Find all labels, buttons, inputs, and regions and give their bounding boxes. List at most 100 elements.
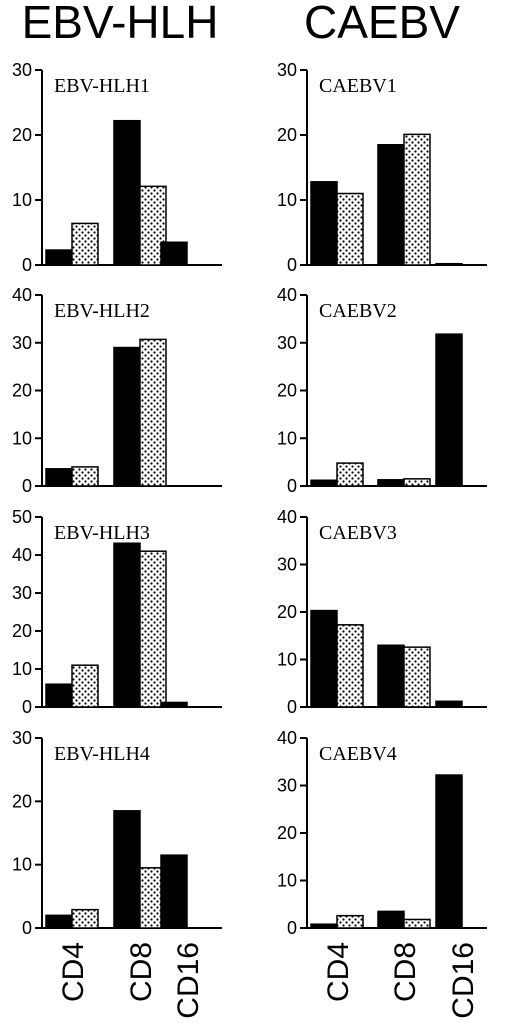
y-tick-label: 30	[277, 555, 297, 575]
bar-solid-cd8	[113, 542, 141, 708]
bar-solid-cd16	[435, 333, 463, 487]
y-tick-label: 20	[277, 381, 297, 401]
y-tick-label: 40	[12, 285, 32, 305]
y-tick-label: 10	[12, 855, 32, 875]
bar-solid-cd4	[310, 923, 338, 929]
y-tick-label: 30	[12, 60, 32, 80]
y-tick-label: 10	[277, 650, 297, 670]
y-tick-label: 10	[12, 190, 32, 210]
bar-dotted-cd4	[336, 462, 364, 487]
bar-dotted-cd8	[139, 338, 167, 487]
bar-solid-cd16	[435, 774, 463, 929]
bar-solid-cd4	[310, 609, 338, 708]
y-tick-label: 10	[277, 871, 297, 891]
panel-caebv3: 0 10 20 30 40 CAEBV3	[277, 507, 487, 717]
x-category-labels: CD4 CD8 CD16 CD4 CD8 CD16	[57, 942, 480, 1019]
y-tick-label: 10	[277, 428, 297, 448]
bar-solid-cd4	[45, 914, 73, 929]
bar-dotted-cd4	[71, 664, 99, 708]
panel-ebv-hlh3: 0 10 20 30 40 50 EBV-HLH3	[12, 507, 222, 717]
y-tick-label: 0	[22, 476, 32, 496]
y-tick-label: 20	[12, 125, 32, 145]
panel-label-caebv3: CAEBV3	[319, 522, 397, 544]
y-tick-label: 0	[287, 255, 297, 275]
x-label-cd4: CD4	[57, 942, 90, 1002]
y-tick-label: 40	[277, 285, 297, 305]
bar-solid-cd8	[377, 910, 405, 929]
y-tick-label: 20	[12, 381, 32, 401]
bar-dotted-cd4	[336, 914, 364, 929]
y-tick-label: 30	[12, 728, 32, 748]
y-tick-label: 30	[12, 333, 32, 353]
bar-solid-cd4	[310, 181, 338, 266]
panel-label-ebv-hlh2: EBV-HLH2	[54, 300, 150, 322]
x-label-cd8: CD8	[125, 942, 158, 1002]
panel-label-ebv-hlh4: EBV-HLH4	[54, 743, 150, 765]
panels-group: 0 10 20 30 EBV-HLH1 0 10 20 30 40 EBV-HLH2 0 10 20 30 4…	[12, 60, 487, 938]
y-tick-label: 0	[22, 918, 32, 938]
column-title-ebv-hlh: EBV-HLH	[22, 0, 219, 48]
bar-solid-cd8	[113, 346, 141, 487]
panel-ebv-hlh1: 0 10 20 30 EBV-HLH1	[12, 60, 222, 275]
bar-dotted-cd8	[403, 133, 431, 266]
bar-solid-cd8	[377, 144, 405, 266]
bar-dotted-cd8	[403, 478, 431, 487]
y-tick-label: 30	[277, 60, 297, 80]
panel-label-ebv-hlh1: EBV-HLH1	[54, 75, 150, 97]
bar-solid-cd4	[310, 479, 338, 487]
bar-dotted-cd4	[336, 624, 364, 708]
bar-solid-cd16	[160, 241, 188, 266]
panel-caebv1: 0 10 20 30 CAEBV1	[277, 60, 487, 275]
x-label-cd16: CD16	[172, 942, 205, 1019]
y-tick-label: 10	[12, 659, 32, 679]
bar-solid-cd16	[435, 262, 463, 266]
x-label-cd4: CD4	[322, 942, 355, 1002]
bar-dotted-cd4	[71, 466, 99, 487]
y-tick-label: 20	[12, 621, 32, 641]
bar-solid-cd8	[113, 119, 141, 266]
y-tick-label: 0	[22, 697, 32, 717]
bar-solid-cd16	[435, 700, 463, 708]
y-tick-label: 40	[277, 728, 297, 748]
panel-label-caebv1: CAEBV1	[319, 75, 397, 97]
column-title-caebv: CAEBV	[304, 0, 460, 48]
bar-solid-cd4	[45, 683, 73, 708]
y-tick-label: 40	[277, 507, 297, 527]
y-tick-label: 30	[277, 333, 297, 353]
bar-solid-cd4	[45, 468, 73, 487]
bar-solid-cd16	[160, 701, 188, 708]
panel-label-caebv2: CAEBV2	[319, 300, 397, 322]
bar-dotted-cd8	[403, 918, 431, 929]
y-tick-label: 40	[12, 545, 32, 565]
y-tick-label: 0	[22, 255, 32, 275]
bar-dotted-cd8	[403, 646, 431, 708]
y-tick-label: 20	[277, 125, 297, 145]
y-tick-label: 30	[12, 583, 32, 603]
panel-caebv4: 0 10 20 30 40 CAEBV4	[277, 728, 487, 938]
y-tick-label: 50	[12, 507, 32, 527]
bar-dotted-cd8	[139, 550, 167, 708]
y-tick-label: 20	[12, 791, 32, 811]
bar-dotted-cd4	[71, 908, 99, 929]
bar-solid-cd4	[45, 249, 73, 266]
panel-ebv-hlh4: 0 10 20 30 EBV-HLH4	[12, 728, 222, 938]
bar-dotted-cd4	[71, 222, 99, 266]
y-tick-label: 10	[12, 428, 32, 448]
y-tick-label: 0	[287, 697, 297, 717]
panel-label-caebv4: CAEBV4	[319, 743, 397, 765]
x-label-cd8: CD8	[389, 942, 422, 1002]
y-tick-label: 10	[277, 190, 297, 210]
y-tick-label: 20	[277, 823, 297, 843]
y-tick-label: 30	[277, 776, 297, 796]
panel-caebv2: 0 10 20 30 40 CAEBV2	[277, 285, 487, 496]
bar-solid-cd8	[377, 644, 405, 708]
x-label-cd16: CD16	[447, 942, 480, 1019]
y-tick-label: 20	[277, 602, 297, 622]
bar-dotted-cd4	[336, 192, 364, 266]
y-tick-label: 0	[287, 918, 297, 938]
bar-solid-cd8	[377, 479, 405, 487]
panel-ebv-hlh2: 0 10 20 30 40 EBV-HLH2	[12, 285, 222, 496]
y-tick-label: 0	[287, 476, 297, 496]
bar-solid-cd16	[160, 854, 188, 929]
